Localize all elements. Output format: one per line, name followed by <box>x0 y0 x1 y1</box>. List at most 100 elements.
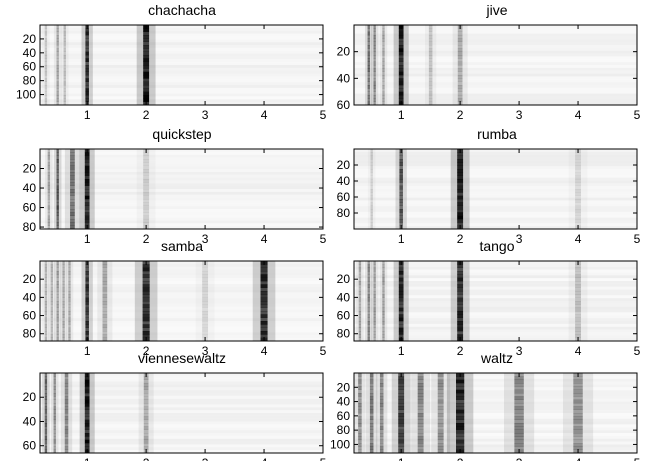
heat-row <box>354 157 637 161</box>
x-tick-label: 5 <box>320 232 327 246</box>
peak-segment <box>53 413 56 417</box>
peak-segment <box>260 294 268 298</box>
peak-segment <box>382 297 385 302</box>
peak-segment <box>50 264 53 268</box>
peak-segment <box>457 281 464 285</box>
peak-segment <box>143 55 150 59</box>
peak-segment <box>102 304 108 308</box>
peak-segment <box>142 291 150 295</box>
peak-segment <box>85 307 89 312</box>
heat-row <box>354 266 637 270</box>
plot-frame <box>39 260 324 342</box>
peak-segment <box>514 423 524 427</box>
y-tick-label: 60 <box>337 309 351 323</box>
heat-row <box>40 171 323 175</box>
peak-segment <box>44 55 48 59</box>
peak-segment <box>367 264 370 268</box>
peak-segment <box>358 314 362 318</box>
peak-halo <box>452 25 468 105</box>
peak-segment <box>63 78 66 82</box>
peak-segment <box>358 416 362 420</box>
peak-segment <box>84 209 90 213</box>
peak-segment <box>84 152 90 156</box>
peak-segment <box>382 304 385 308</box>
peak-segment <box>398 35 404 39</box>
peak-segment <box>514 436 524 440</box>
peak-segment <box>63 61 66 66</box>
peak-segment <box>102 291 108 295</box>
peak-segment <box>56 321 59 325</box>
peak-segment <box>44 383 48 387</box>
peak-segment <box>417 379 424 384</box>
peak-segment <box>84 199 90 203</box>
peak-segment <box>398 28 404 32</box>
peak-segment <box>56 179 59 183</box>
peak-segment <box>84 386 90 390</box>
peak-segment <box>64 389 69 394</box>
heat-row <box>354 33 637 37</box>
heat-row <box>354 73 637 77</box>
peak-segment <box>53 449 56 454</box>
peak-segment <box>102 294 108 298</box>
peak-segment <box>398 317 404 322</box>
peak-segment <box>143 446 149 450</box>
peak-segment <box>56 31 59 36</box>
peak-segment <box>367 304 370 308</box>
x-tick-label: 2 <box>143 344 150 358</box>
peak-halo <box>53 25 62 105</box>
peak-halo <box>138 373 154 453</box>
peak-segment <box>260 334 268 338</box>
peak-segment <box>142 294 150 298</box>
peak-segment <box>47 215 51 220</box>
peak-segment <box>68 324 71 328</box>
peak-segment <box>85 38 89 42</box>
peak-segment <box>382 65 385 69</box>
peak-segment <box>44 287 48 292</box>
peak-segment <box>143 212 150 216</box>
peak-halo <box>356 261 364 341</box>
peak-segment <box>456 439 465 444</box>
peak-segment <box>70 212 75 216</box>
peak-segment <box>56 264 59 268</box>
peak-segment <box>64 399 69 404</box>
peak-segment <box>44 267 48 272</box>
peak-segment <box>44 396 48 400</box>
peak-segment <box>85 327 89 332</box>
peak-halo <box>50 373 59 453</box>
peak-segment <box>456 389 465 394</box>
peak-segment <box>370 189 373 193</box>
peak-segment <box>142 311 150 315</box>
peak-streak <box>452 25 468 106</box>
heat-row <box>40 373 323 376</box>
peak-segment <box>56 284 59 288</box>
row-texture <box>354 373 637 453</box>
peak-segment <box>102 331 108 335</box>
peak-segment <box>358 297 362 302</box>
peak-segment <box>143 155 150 160</box>
peak-streak <box>79 149 95 230</box>
heat-row <box>354 378 637 382</box>
peak-segment <box>64 433 69 437</box>
peak-streak <box>42 373 50 454</box>
heat-row <box>40 438 323 442</box>
peak-segment <box>367 317 370 322</box>
peak-segment <box>373 58 376 62</box>
peak-segment <box>70 225 75 230</box>
heat-row <box>354 206 637 209</box>
peak-segment <box>84 443 90 447</box>
peak-segment <box>373 307 376 312</box>
peak-segment <box>358 301 362 305</box>
peak-segment <box>457 152 464 156</box>
peak-segment <box>399 212 403 216</box>
peak-segment <box>514 446 524 450</box>
peak-segment <box>398 85 404 89</box>
peak-segment <box>47 165 51 170</box>
peak-segment <box>44 386 48 390</box>
peak-segment <box>399 209 403 213</box>
peak-segment <box>143 436 149 440</box>
peak-segment <box>62 327 65 332</box>
heat-row <box>354 163 637 167</box>
peak-segment <box>398 61 404 66</box>
peak-segment <box>358 304 362 308</box>
peak-segment <box>62 307 65 312</box>
